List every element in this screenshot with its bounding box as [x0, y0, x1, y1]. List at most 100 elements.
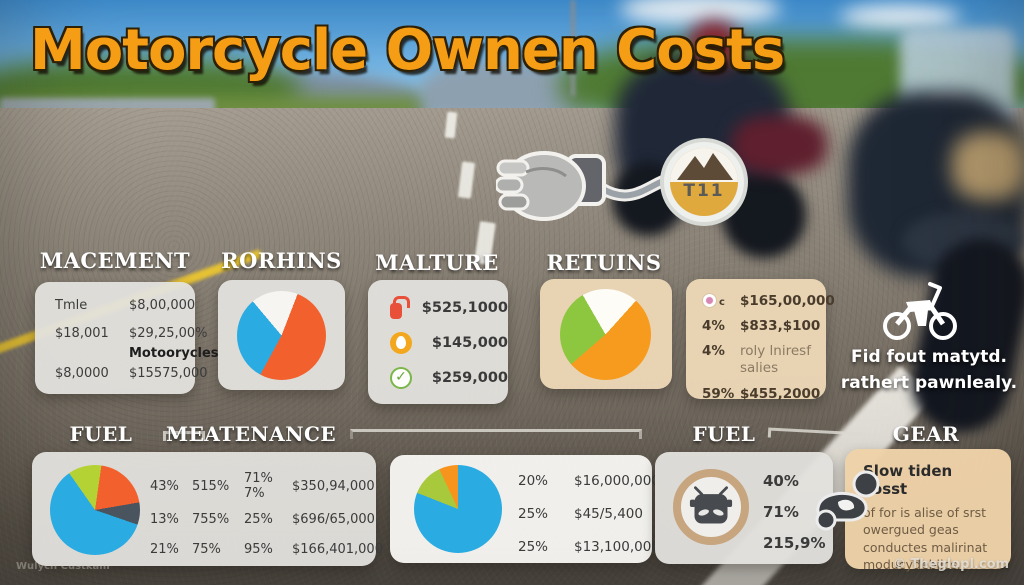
- motorcycle-photo-maroon-tank: [732, 116, 827, 174]
- note-line: rathert pawnlealy.: [840, 373, 1018, 394]
- swirl-icon: [702, 293, 717, 308]
- swirl-cell: c: [702, 293, 740, 308]
- malture-panel: $525,1000 $145,000 ✓ $259,000: [368, 280, 508, 404]
- gear-content: Slow tiden cosst of for is alise of srst…: [845, 449, 1011, 573]
- cell: 4%: [702, 343, 725, 359]
- value: $145,000: [431, 335, 508, 351]
- cell: c: [719, 297, 725, 308]
- cell: $16,000,000: [574, 473, 660, 489]
- table-row: 21% 75% 95% $166,401,000: [150, 541, 383, 557]
- cell: 59%: [702, 385, 735, 402]
- bag-icon: [390, 296, 410, 319]
- cell: 13%: [150, 511, 179, 527]
- value: 71%: [763, 503, 799, 521]
- cell: 515%: [192, 479, 230, 495]
- meatenance-table: 43% 515% 71% 7% $350,94,000 13% 755% 25% …: [150, 471, 383, 572]
- gear-line: conductes malirinat: [863, 539, 988, 555]
- table-row: 20% $16,000,000: [518, 473, 660, 489]
- gear-line: moducydebiics.: [863, 556, 961, 572]
- header-fuel-right: FUEL: [692, 422, 756, 446]
- table-row: c $165,00,000: [702, 293, 835, 309]
- header-rorhins: RORHINS: [221, 248, 342, 273]
- cell: $166,401,000: [292, 541, 383, 557]
- list-item: ✓ $259,000: [390, 367, 508, 389]
- value: 215,9%: [763, 534, 826, 552]
- scooter-icon: [815, 470, 880, 531]
- cell: roly lniresf salies: [740, 343, 811, 376]
- signpost-pole: [571, 0, 575, 96]
- stats-panel: c $165,00,000 4% $833,$100 4% roly lnire…: [686, 279, 835, 402]
- roadside-dirt: [952, 132, 1024, 200]
- cell: [55, 346, 129, 361]
- cell: 21%: [150, 541, 179, 557]
- table-row: 25% $13,100,000: [518, 539, 660, 555]
- header-meatenance: MEATENANCE: [166, 422, 337, 446]
- table-row: 13% 755% 25% $696/65,000: [150, 511, 375, 527]
- badge-label: T11: [683, 181, 724, 201]
- droplet-icon: [390, 332, 412, 354]
- table-row: Motoorycles: [55, 346, 219, 361]
- fuel-right-panel: 40% 71% 215,9%: [655, 452, 833, 564]
- note-line: Fid fout matytd.: [851, 347, 1007, 367]
- cell: 75%: [192, 541, 221, 557]
- header-fuel-left: FUEL: [69, 422, 133, 446]
- cell: Motoorycles: [129, 346, 219, 361]
- table-row: 59% $455,2000: [702, 385, 820, 402]
- cell: 4%: [702, 318, 725, 334]
- mid-fuel-panel: 20% $16,000,000 25% $45/5,400 25% $13,10…: [390, 455, 660, 563]
- header-malture: MALTURE: [375, 250, 499, 275]
- macement-panel: Tmle $8,00,000 $18,001 $29,25,00% Motoor…: [35, 282, 219, 394]
- gear-panel: Slow tiden cosst of for is alise of srst…: [845, 449, 1011, 572]
- fuel-meatenance-panel: 43% 515% 71% 7% $350,94,000 13% 755% 25% …: [32, 452, 383, 566]
- moto-note: Fid fout matytd. rathert pawnlealy.: [838, 344, 1020, 397]
- vehicle-front-icon: [689, 486, 733, 524]
- rorhins-panel: [218, 280, 345, 390]
- cell: 755%: [192, 511, 230, 527]
- bracket-connector-long: [350, 429, 642, 439]
- cell: 43%: [150, 479, 179, 495]
- cell: $45/5,400: [574, 506, 643, 522]
- mid-table: 20% $16,000,000 25% $45/5,400 25% $13,10…: [518, 473, 660, 572]
- watermark-right: © Theglopl.com: [893, 557, 1010, 572]
- header-macement: MACEMENT: [39, 248, 191, 273]
- cell: 25%: [518, 506, 549, 522]
- cloud: [840, 4, 960, 30]
- bracket-connector: [163, 431, 205, 441]
- cell: $833,$100: [740, 318, 821, 334]
- motorcycle-photo-red-accent: [688, 20, 740, 68]
- header-retuins: RETUINS: [546, 250, 662, 275]
- check-icon: ✓: [390, 367, 412, 389]
- table-row: 25% $45/5,400: [518, 506, 660, 522]
- table-row: 4% roly lniresf salies: [702, 343, 814, 377]
- cell: $8,0000: [55, 366, 109, 381]
- rorhins-pie-chart: [237, 291, 326, 380]
- cell: 25%: [518, 539, 549, 555]
- mid-pie-chart: [414, 465, 502, 553]
- motorcycle-icon: [883, 282, 957, 340]
- macement-table: Tmle $8,00,000 $18,001 $29,25,00% Motoor…: [35, 282, 219, 381]
- cell: $29,25,00%: [129, 326, 208, 341]
- table-row: 43% 515% 71% 7% $350,94,000: [150, 471, 375, 502]
- list-item: $525,1000: [390, 296, 508, 319]
- cell: $18,001: [55, 326, 109, 341]
- cell: $350,94,000: [292, 479, 375, 495]
- page-title: Motorcycle Ownen Costs: [30, 18, 785, 83]
- table-row: Tmle $8,00,000: [55, 298, 195, 313]
- badge-mountain-icon: [677, 153, 733, 180]
- retuins-pie-chart: [560, 289, 651, 380]
- cell: 20%: [518, 473, 549, 489]
- fuel-meatenance-pie-chart: [50, 465, 140, 555]
- header-gear: GEAR: [892, 422, 960, 446]
- cell: Tmle: [55, 298, 88, 313]
- cloud: [620, 0, 780, 26]
- cell: $696/65,000: [292, 511, 375, 527]
- table-row: $18,001 $29,25,00%: [55, 326, 208, 341]
- cell: $455,2000: [740, 385, 821, 402]
- gear-line: of for is alise of srst: [863, 505, 987, 520]
- cell: $165,00,000: [740, 293, 835, 309]
- cell: $13,100,000: [574, 539, 660, 555]
- fuel-right-values: 40% 71% 215,9%: [763, 472, 825, 552]
- cell: 25%: [244, 511, 273, 527]
- glove-mirror-badge-icon: T11: [496, 138, 748, 226]
